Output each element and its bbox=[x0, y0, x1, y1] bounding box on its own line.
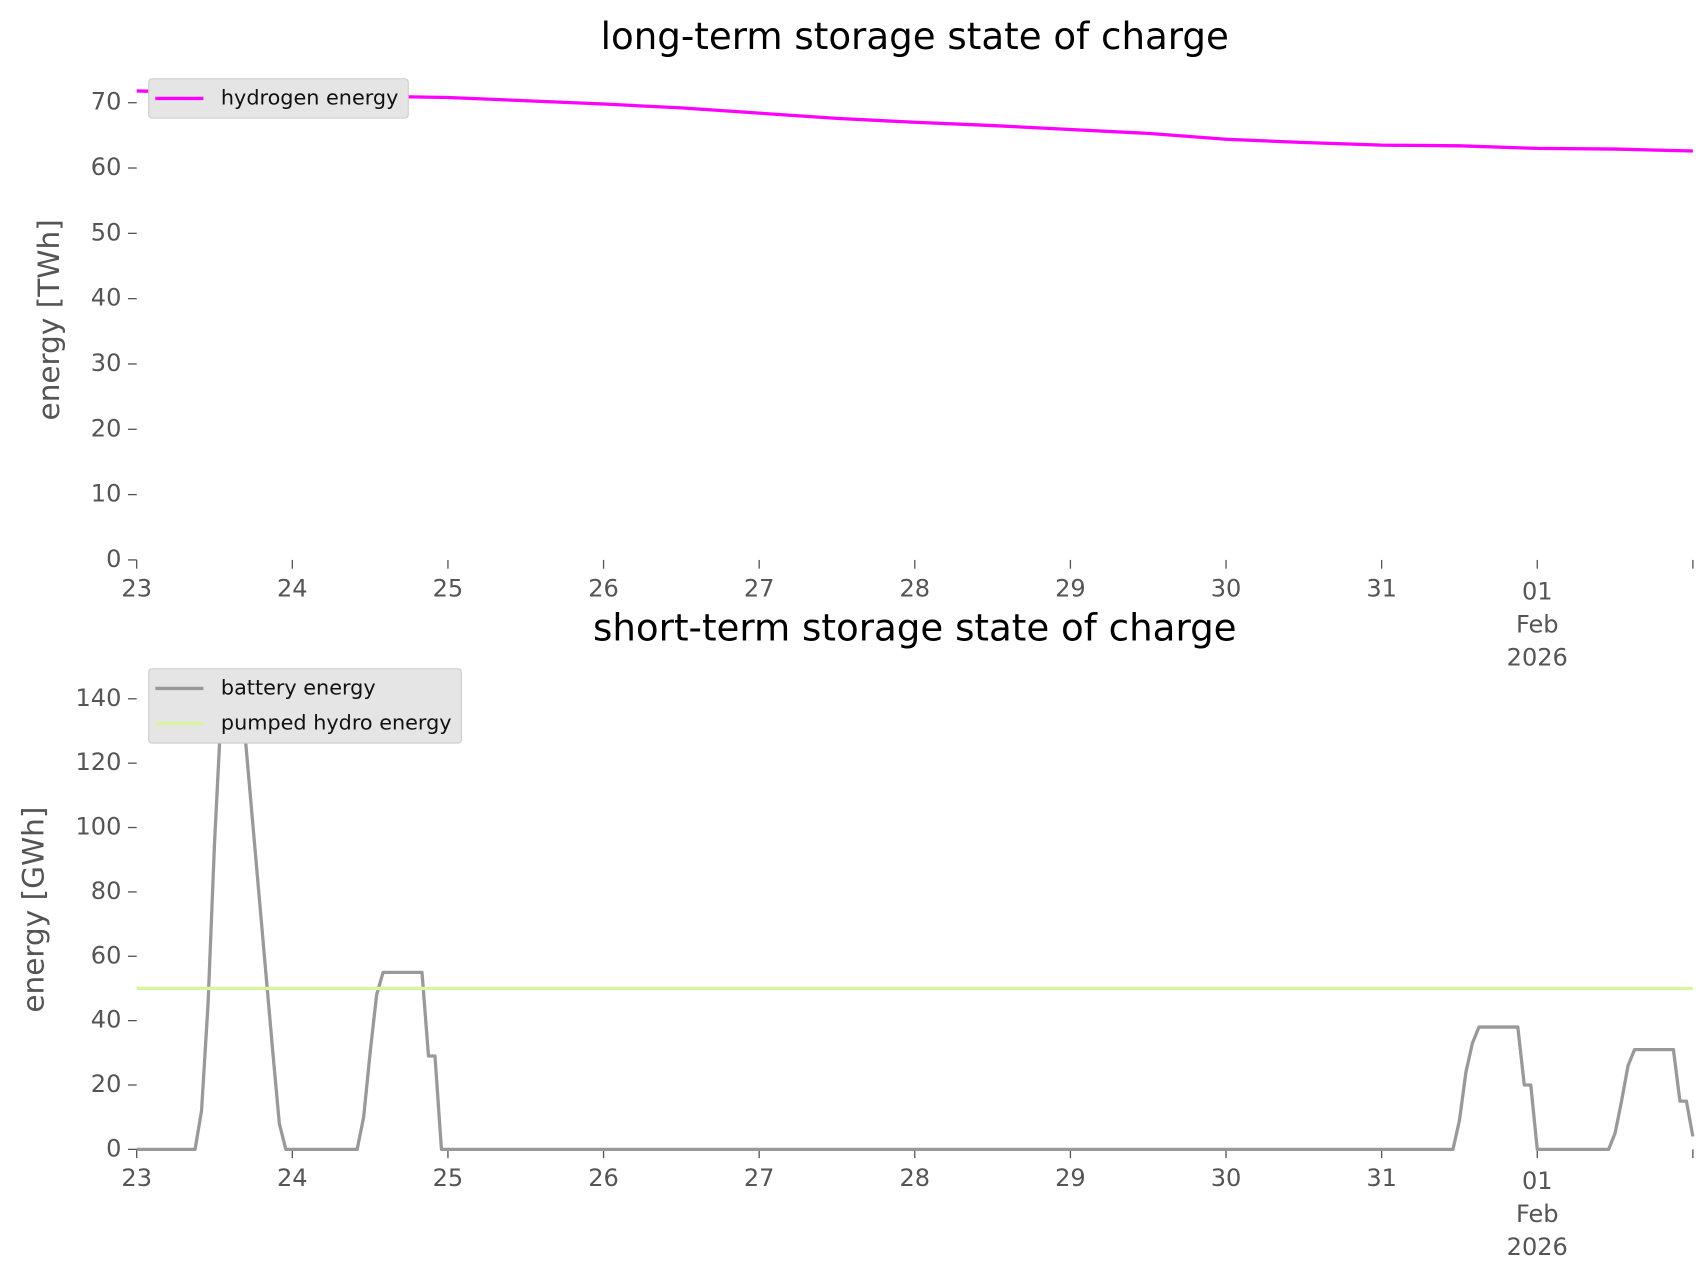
legend: battery energy pumped hydro energy bbox=[148, 668, 462, 744]
legend-label: pumped hydro energy bbox=[221, 710, 452, 734]
x-tick-label: Feb bbox=[1516, 611, 1559, 639]
x-tick-label: 25 bbox=[433, 1164, 464, 1192]
y-tick-label: 60 bbox=[91, 153, 122, 181]
y-tick-label: 0 bbox=[106, 545, 121, 573]
y-tick-label: 100 bbox=[75, 813, 121, 841]
legend: hydrogen energy bbox=[148, 78, 409, 119]
y-tick-label: 40 bbox=[91, 1006, 122, 1034]
x-tick-label: 29 bbox=[1055, 1164, 1086, 1192]
x-tick-label: 23 bbox=[121, 574, 152, 602]
y-tick-label: 40 bbox=[91, 284, 122, 312]
y-tick-label: 30 bbox=[91, 349, 122, 377]
chart-title: short-term storage state of charge bbox=[593, 605, 1237, 649]
y-tick-label: 120 bbox=[75, 748, 121, 776]
x-tick-label: 28 bbox=[899, 574, 930, 602]
x-tick-label: 30 bbox=[1211, 1164, 1242, 1192]
y-tick-label: 0 bbox=[106, 1134, 121, 1162]
x-tick-label: 2026 bbox=[1507, 1233, 1568, 1261]
y-axis-label: energy [TWh] bbox=[32, 219, 66, 420]
y-tick-label: 20 bbox=[91, 1070, 122, 1098]
y-tick-label: 50 bbox=[91, 218, 122, 246]
x-tick-label: 24 bbox=[277, 574, 308, 602]
x-tick-label: 2026 bbox=[1507, 643, 1568, 671]
x-tick-label: 30 bbox=[1211, 574, 1242, 602]
x-tick-label: 27 bbox=[744, 574, 775, 602]
y-axis-label: energy [GWh] bbox=[16, 807, 50, 1013]
x-tick-label: Feb bbox=[1516, 1200, 1559, 1228]
legend-box bbox=[148, 78, 409, 119]
x-tick-label: 23 bbox=[121, 1164, 152, 1192]
x-tick-label: 31 bbox=[1366, 1164, 1397, 1192]
x-tick-label: 31 bbox=[1366, 574, 1397, 602]
x-tick-label: 25 bbox=[433, 574, 464, 602]
legend-label: hydrogen energy bbox=[221, 85, 399, 109]
x-tick-label: 24 bbox=[277, 1164, 308, 1192]
x-tick-label: 29 bbox=[1055, 574, 1086, 602]
x-tick-label: 28 bbox=[899, 1164, 930, 1192]
x-tick-label: 01 bbox=[1522, 578, 1553, 606]
y-tick-label: 140 bbox=[75, 684, 121, 712]
y-tick-label: 20 bbox=[91, 414, 122, 442]
chart-title: long-term storage state of charge bbox=[601, 14, 1229, 58]
y-tick-label: 60 bbox=[91, 941, 122, 969]
x-tick-label: 27 bbox=[744, 1164, 775, 1192]
y-tick-label: 80 bbox=[91, 877, 122, 905]
legend-box bbox=[148, 668, 462, 744]
x-tick-label: 01 bbox=[1522, 1167, 1553, 1195]
y-tick-label: 70 bbox=[91, 88, 122, 116]
x-tick-label: 26 bbox=[588, 1164, 619, 1192]
y-tick-label: 10 bbox=[91, 480, 122, 508]
legend-label: battery energy bbox=[221, 675, 376, 699]
x-tick-label: 26 bbox=[588, 574, 619, 602]
